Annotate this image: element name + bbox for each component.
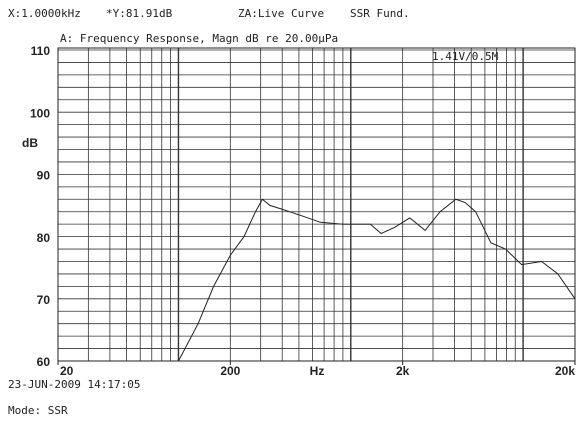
x-tick-label: 20k — [555, 364, 575, 378]
header-ssr: SSR Fund. — [350, 7, 410, 20]
x-axis-label: Hz — [310, 364, 325, 378]
header-x: X:1.0000kHz — [8, 7, 81, 20]
y-tick-label: 80 — [37, 231, 51, 245]
y-tick-label: 70 — [37, 293, 51, 307]
y-tick-label: 110 — [31, 44, 51, 58]
response-curve — [178, 198, 576, 362]
y-tick-label: 100 — [30, 106, 50, 120]
x-tick-label: 20 — [60, 364, 74, 378]
plot-frame — [57, 47, 576, 362]
y-axis-label: dB — [22, 136, 38, 150]
timestamp: 23-JUN-2009 14:17:05 — [8, 378, 140, 391]
x-tick-label: 200 — [220, 364, 240, 378]
x-tick-label: 2k — [396, 364, 410, 378]
mode: Mode: SSR — [8, 404, 68, 417]
header-y: *Y:81.91dB — [106, 7, 173, 20]
chart-title: A: Frequency Response, Magn dB re 20.00µ… — [60, 32, 338, 45]
y-tick-label: 90 — [37, 169, 51, 183]
y-tick-label: 60 — [37, 355, 51, 369]
annotation: 1.41V/0.5M — [432, 50, 499, 63]
header-za: ZA:Live Curve — [238, 7, 324, 20]
